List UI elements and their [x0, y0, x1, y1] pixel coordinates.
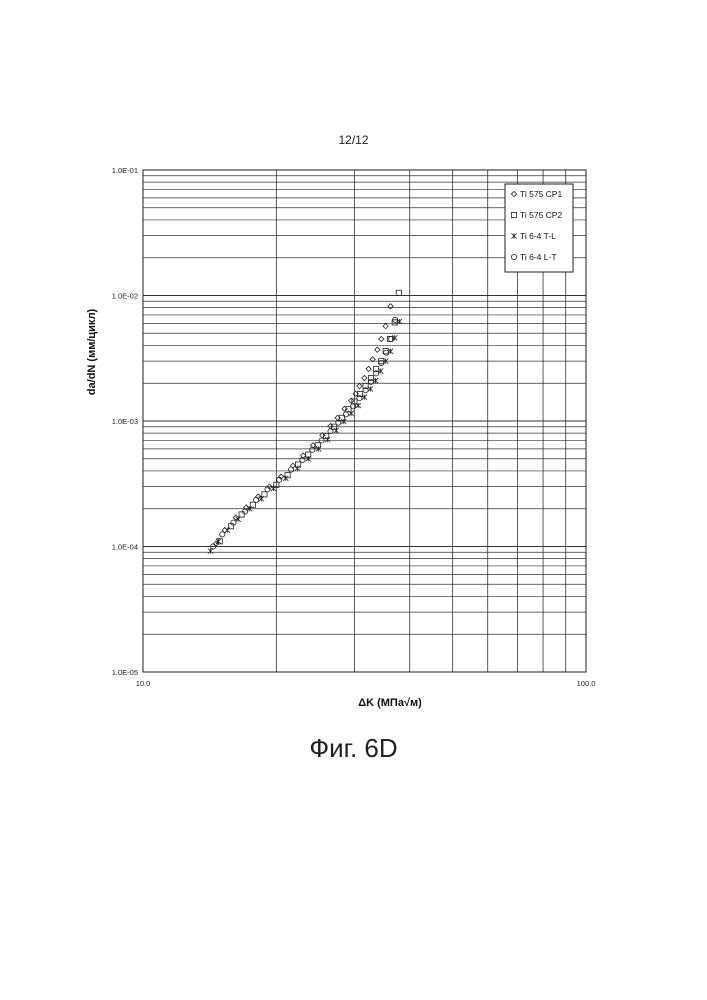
data-point-ti-6-4-l-t [300, 457, 305, 462]
data-point-ti-6-4-l-t [220, 532, 225, 537]
data-point-ti-6-4-t-l [271, 486, 276, 491]
data-point-ti-575-cp1 [383, 324, 388, 329]
data-point-ti-575-cp2 [239, 512, 244, 517]
data-point-ti-6-4-l-t [343, 412, 348, 417]
data-point-ti-6-4-t-l [356, 403, 361, 408]
x-axis-label: ΔK (МПа√м) [358, 697, 422, 709]
figure-caption: Фиг. 6D [0, 733, 707, 764]
data-point-ti-6-4-l-t [368, 379, 373, 384]
data-point-ti-6-4-t-l [362, 395, 367, 400]
data-point-ti-575-cp1 [388, 304, 393, 309]
data-point-ti-575-cp1 [362, 375, 367, 380]
data-point-ti-6-4-l-t [310, 447, 315, 452]
data-point-ti-6-4-l-t [277, 477, 282, 482]
y-tick-label: 1.0E-03 [112, 417, 138, 426]
y-axis-label: da/dN (мм/цикл) [86, 308, 98, 395]
data-point-ti-575-cp2 [296, 462, 301, 467]
data-point-ti-6-4-t-l [334, 428, 339, 433]
data-point-ti-6-4-l-t [253, 497, 258, 502]
x-tick-label: 10.0 [136, 679, 151, 688]
data-point-ti-575-cp2 [250, 502, 255, 507]
y-tick-label: 1.0E-01 [112, 166, 138, 175]
legend-label-ti-575-cp1: Ti 575 CP1 [520, 189, 562, 199]
legend-label-ti-6-4-t-l: Ti 6-4 T-L [520, 231, 556, 241]
y-tick-label: 1.0E-04 [112, 543, 138, 552]
data-point-ti-6-4-l-t [289, 467, 294, 472]
data-point-ti-6-4-t-l [295, 466, 300, 471]
data-point-ti-575-cp2 [396, 290, 401, 295]
data-point-ti-6-4-t-l [349, 411, 354, 416]
x-tick-label: 100.0 [577, 679, 596, 688]
data-point-ti-6-4-t-l [259, 496, 264, 501]
legend-label-ti-575-cp2: Ti 575 CP2 [520, 210, 562, 220]
data-point-ti-6-4-t-l [225, 528, 230, 533]
y-tick-label: 1.0E-02 [112, 292, 138, 301]
data-point-ti-575-cp1 [379, 336, 384, 341]
data-point-ti-6-4-t-l [341, 419, 346, 424]
data-point-ti-6-4-t-l [283, 476, 288, 481]
chart-legend: Ti 575 CP1 Ti 575 CP2 Ti 6-4 T-L Ti 6-4 L-T [505, 184, 573, 272]
legend-label-ti-6-4-l-t: Ti 6-4 L-T [520, 252, 557, 262]
data-point-ti-575-cp1 [366, 366, 371, 371]
y-tick-label: 1.0E-05 [112, 668, 138, 677]
data-point-ti-575-cp2 [262, 492, 267, 497]
chart-points [208, 290, 402, 553]
data-point-ti-6-4-t-l [216, 539, 221, 544]
data-point-ti-6-4-t-l [325, 437, 330, 442]
data-point-ti-575-cp1 [375, 347, 380, 352]
data-point-ti-575-cp1 [357, 383, 362, 388]
